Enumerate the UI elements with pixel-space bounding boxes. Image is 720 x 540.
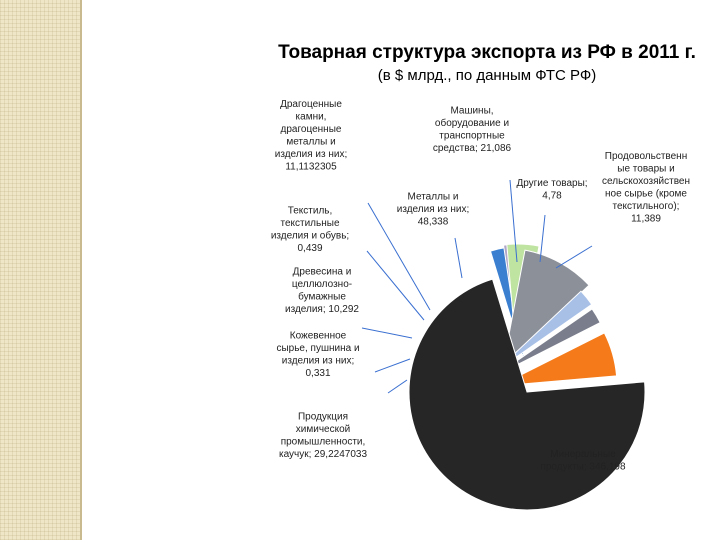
- slice-label-line: бумажные: [298, 290, 346, 302]
- slice-label-line: транспортные: [439, 130, 505, 141]
- leader-line-leather: [374, 358, 411, 373]
- slice-label-textile: Текстиль, текстильные изделия и обувь; 0,43…: [271, 205, 349, 254]
- pie-slice-mineral: [408, 278, 646, 511]
- slice-label-line: драгоценные: [281, 124, 342, 135]
- slice-label-line: Минеральные: [550, 449, 616, 460]
- slice-label-line: изделия из них;: [275, 149, 347, 160]
- slice-label-line: Древесина и: [293, 266, 352, 277]
- slice-label-line: Металлы и: [408, 192, 459, 203]
- slice-label-line: 48,338: [418, 217, 449, 228]
- slice-label-line: Продукция: [298, 411, 348, 422]
- slice-label-line: изделия и обувь;: [271, 229, 349, 241]
- slice-label-line: химической: [296, 424, 350, 435]
- sidebar-divider: [80, 0, 82, 540]
- slice-label-line: металлы и: [286, 136, 335, 147]
- slice-label-line: 0,439: [297, 243, 322, 254]
- chart-title: Товарная структура экспорта из РФ в 2011…: [278, 42, 696, 63]
- leader-line-other: [539, 214, 546, 263]
- slice-label-line: Текстиль,: [288, 205, 333, 216]
- slice-label-line: Продовольственн: [605, 151, 687, 162]
- slice-label-line: изделия из них;: [282, 355, 354, 366]
- pie-slice-leather: [494, 325, 602, 381]
- slice-label-line: сырье, пушнина и: [276, 343, 359, 354]
- slice-label-line: сельскохозяйствен: [602, 176, 690, 187]
- slice-label-line: текстильные: [281, 218, 340, 229]
- slice-label-line: промышленности,: [281, 436, 366, 447]
- slice-label-line: Другие товары;: [516, 178, 587, 189]
- leader-line-wood: [361, 327, 413, 339]
- slice-label-line: Кожевенное: [290, 330, 347, 341]
- slice-label-leather: Кожевенное сырье, пушнина и изделия из них…: [276, 330, 359, 379]
- slice-label-food: Продовольственн ые товары и сельскохозяйст…: [602, 151, 690, 225]
- slice-label-line: Машины,: [450, 105, 493, 116]
- pie-slice-metals: [502, 249, 590, 368]
- slice-label-other: Другие товары; 4,78: [516, 178, 587, 202]
- slice-label-chemical: Продукция химической промышленности, каучук…: [279, 411, 367, 460]
- pie-slice-wood: [494, 308, 601, 377]
- slice-label-line: средства; 21,086: [433, 143, 512, 154]
- pie-slice-chemical: [498, 332, 618, 387]
- slice-label-line: 11,389: [631, 213, 661, 224]
- slice-label-line: изделия; 10,292: [285, 304, 359, 315]
- decorative-sidebar: [0, 0, 80, 540]
- pie-slice-gems: [494, 290, 593, 373]
- slice-label-line: продукты; 346,198: [540, 461, 626, 472]
- slice-label-mineral: Минеральные продукты; 346,198: [540, 449, 626, 473]
- leader-line-textile: [366, 250, 425, 321]
- slice-label-line: оборудование и: [435, 117, 509, 129]
- leader-line-food: [555, 245, 593, 269]
- leader-line-chemical: [387, 379, 408, 394]
- slice-label-line: целлюлозно-: [292, 279, 352, 290]
- chart-subtitle: (в $ млрд., по данным ФТС РФ): [378, 67, 596, 84]
- slice-label-line: Драгоценные: [280, 99, 342, 110]
- leader-line-metals: [454, 237, 463, 279]
- slice-label-wood: Древесина и целлюлозно-бумажные изделия; 1…: [285, 266, 359, 315]
- leader-line-gems: [367, 202, 431, 311]
- pie-slice-textile: [494, 305, 593, 375]
- slice-label-line: камни,: [296, 111, 327, 122]
- slice-label-line: ые товары и: [617, 163, 674, 174]
- slice-label-line: изделия из них;: [397, 204, 469, 215]
- slice-label-line: ное сырье (кроме: [605, 188, 687, 199]
- slice-label-metals: Металлы и изделия из них; 48,338: [397, 192, 469, 228]
- leader-line-machinery: [509, 179, 518, 263]
- slice-label-line: 11,1132305: [285, 161, 337, 172]
- slice-label-line: текстильного);: [613, 201, 680, 212]
- slice-label-line: 4,78: [542, 190, 562, 201]
- slice-label-gems: Драгоценные камни, драгоценные металлы и изд…: [275, 99, 347, 173]
- slice-label-line: 0,331: [305, 368, 330, 379]
- slice-label-machinery: Машины, оборудование и транспортные средств…: [433, 105, 512, 154]
- slice-label-line: каучук; 29,2247033: [279, 449, 367, 460]
